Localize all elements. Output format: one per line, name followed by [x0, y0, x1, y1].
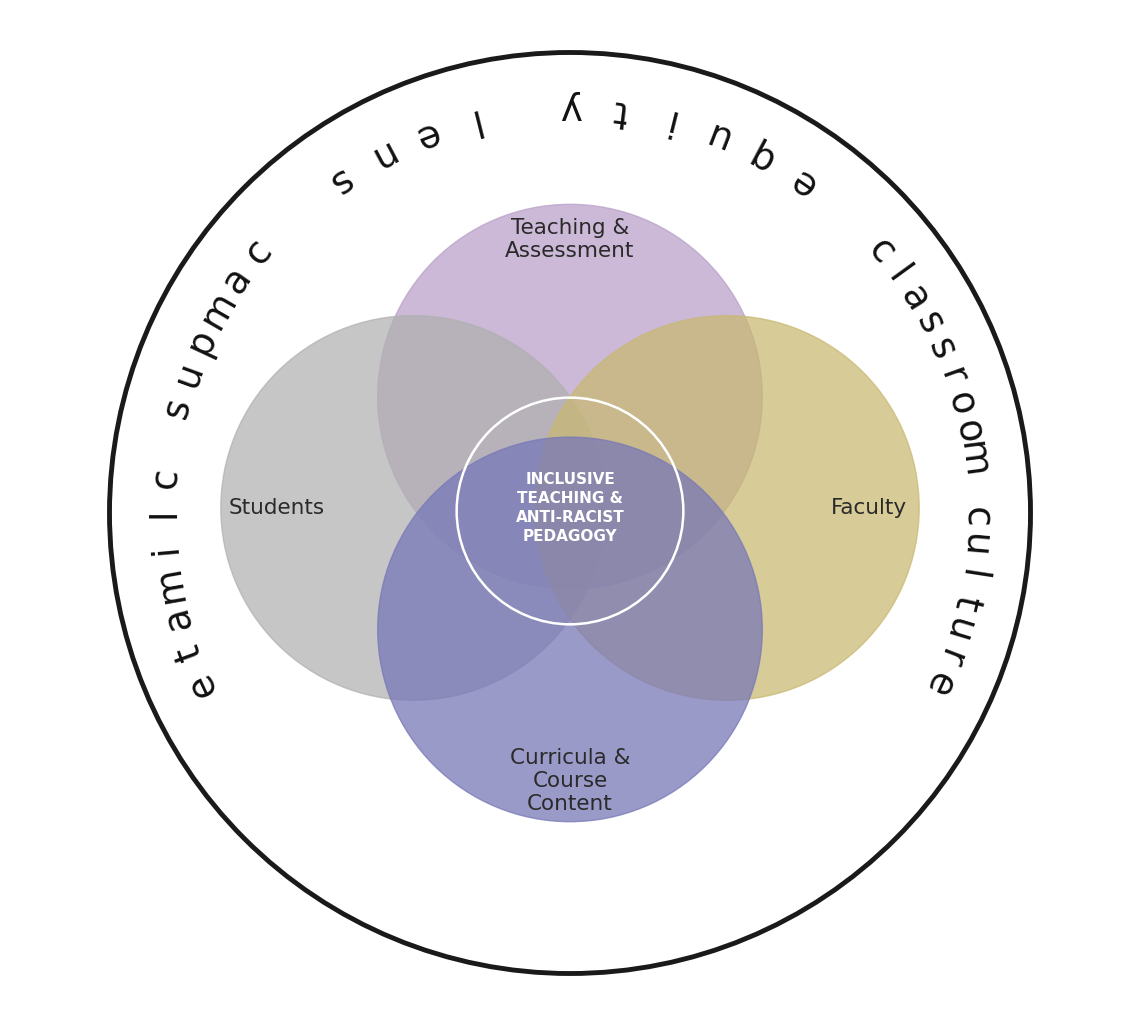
Circle shape [221, 316, 605, 700]
Text: l: l [463, 102, 481, 139]
Text: o: o [939, 388, 980, 420]
Text: c: c [860, 233, 901, 272]
Text: u: u [937, 615, 978, 647]
Text: e: e [181, 666, 223, 703]
Text: t: t [946, 592, 984, 614]
Text: m: m [952, 440, 992, 480]
Text: Teaching &
Assessment: Teaching & Assessment [505, 219, 635, 262]
Text: r: r [929, 644, 968, 671]
Text: y: y [559, 89, 581, 126]
Circle shape [377, 437, 763, 822]
Text: r: r [933, 363, 971, 390]
Text: e: e [917, 666, 959, 703]
Circle shape [535, 316, 919, 700]
Text: q: q [741, 133, 780, 176]
Text: i: i [148, 542, 185, 555]
Text: l: l [147, 508, 182, 518]
Text: u: u [955, 532, 993, 559]
Circle shape [377, 204, 763, 589]
Text: s: s [920, 333, 961, 366]
Text: Faculty: Faculty [831, 498, 906, 518]
Text: c: c [958, 507, 993, 528]
Text: c: c [239, 233, 280, 272]
Text: u: u [169, 357, 210, 392]
Text: t: t [170, 638, 209, 665]
Text: e: e [407, 114, 442, 156]
Text: s: s [907, 307, 948, 341]
Text: o: o [947, 417, 987, 446]
Text: e: e [783, 160, 822, 202]
Text: s: s [319, 161, 356, 201]
Text: i: i [659, 102, 677, 139]
Text: a: a [893, 280, 936, 318]
Text: a: a [158, 602, 198, 634]
Text: u: u [698, 114, 733, 156]
Text: a: a [217, 261, 260, 301]
Text: c: c [147, 466, 185, 489]
Text: INCLUSIVE
TEACHING &
ANTI-RACIST
PEDAGOGY: INCLUSIVE TEACHING & ANTI-RACIST PEDAGOG… [515, 472, 625, 544]
Text: m: m [194, 285, 244, 336]
Text: Curricula &
Course
Content: Curricula & Course Content [510, 748, 630, 815]
Text: l: l [952, 566, 990, 583]
Text: l: l [880, 261, 915, 290]
Text: t: t [610, 92, 629, 129]
Text: m: m [150, 562, 192, 604]
Text: n: n [361, 133, 399, 176]
Text: Students: Students [228, 498, 325, 518]
Text: p: p [181, 323, 225, 360]
Text: s: s [158, 394, 198, 422]
